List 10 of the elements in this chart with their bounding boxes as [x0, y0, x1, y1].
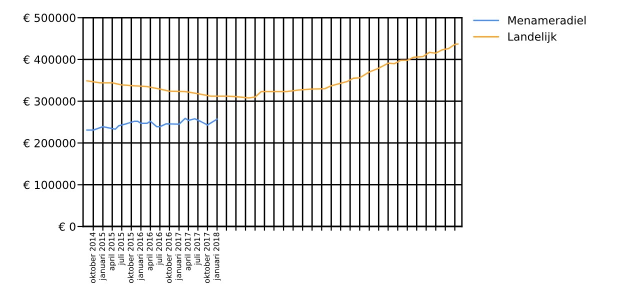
y-tick-label: € 300000 — [23, 97, 76, 106]
legend-label: Landelijk — [508, 32, 557, 43]
y-tick-label: € 200000 — [23, 138, 76, 148]
line-series — [86, 118, 218, 131]
y-tick-label: € 400000 — [23, 55, 76, 64]
line-series — [86, 43, 459, 99]
y-tick-label: € 0 — [58, 222, 76, 231]
legend-label: Menameradiel — [508, 16, 586, 24]
y-tick-label: € 100000 — [23, 180, 76, 190]
y-tick-label: € 500000 — [23, 14, 76, 22]
